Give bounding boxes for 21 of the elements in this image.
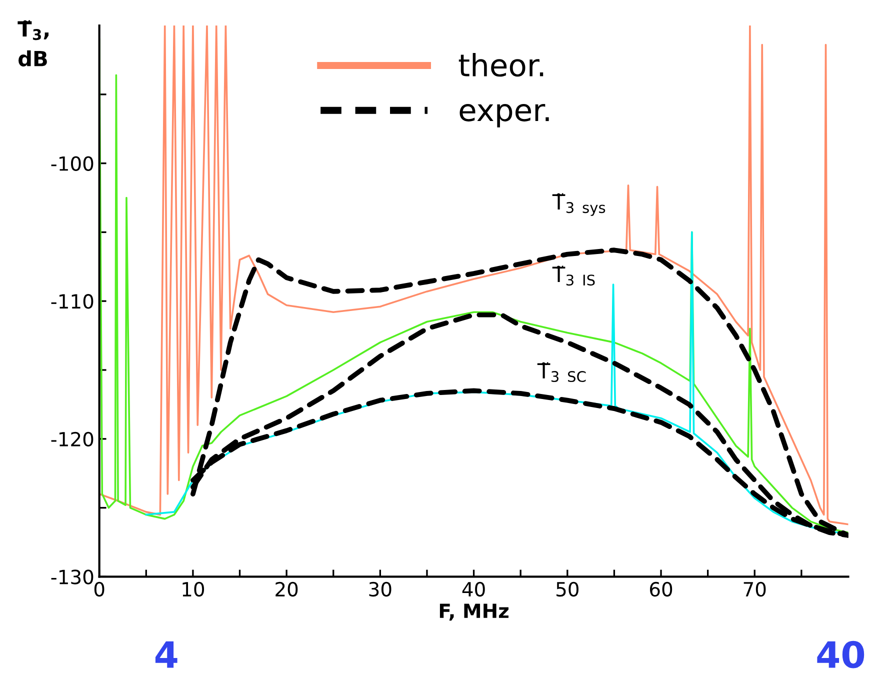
- annotation: T̃$_{3 IS}$: [552, 266, 595, 286]
- annotation: T̃$_{3 SC}$: [537, 362, 586, 382]
- x-tick-label: 60: [650, 582, 672, 597]
- y-tick-label: -120: [51, 432, 94, 447]
- y-tick-label: -110: [51, 294, 94, 309]
- text: 40: [817, 640, 864, 668]
- x-tick-label: 70: [744, 582, 766, 597]
- y-tick-label: -100: [51, 156, 94, 171]
- legend-label: theor.: [458, 52, 544, 77]
- y-tick-label: -130: [51, 570, 94, 584]
- legend-label: exper.: [460, 104, 549, 128]
- x-tick-label: 30: [369, 582, 392, 597]
- x-tick-label: 0: [94, 582, 104, 597]
- x-tick-label: 50: [556, 582, 578, 597]
- x-tick-label: 40: [462, 582, 485, 597]
- x-tick-label: 10: [182, 582, 204, 597]
- x-tick-label: 20: [276, 582, 298, 597]
- y-axis-title: T̃$_{3}$, dB: [18, 20, 48, 66]
- x-axis-title: F, MHz: [440, 604, 508, 621]
- text: 4: [155, 641, 178, 668]
- annotation: T̃$_{3 sys}$: [552, 193, 606, 216]
